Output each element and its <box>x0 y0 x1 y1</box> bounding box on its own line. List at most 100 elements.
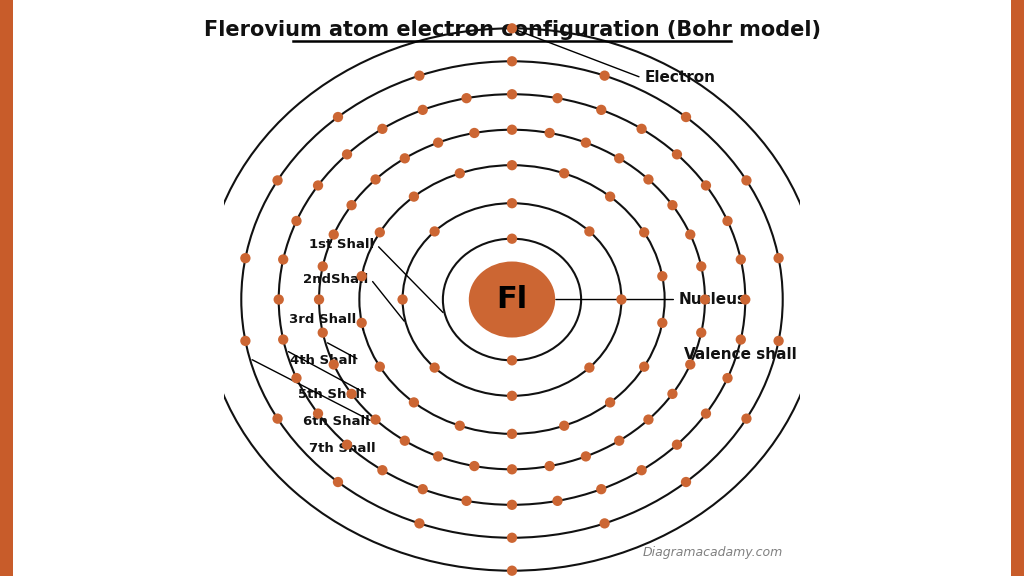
Point <box>640 415 656 424</box>
Point <box>353 318 370 327</box>
Point <box>459 497 475 506</box>
Point <box>326 360 342 369</box>
Point <box>634 124 650 134</box>
Point <box>732 335 749 344</box>
Point <box>426 363 442 372</box>
Point <box>719 373 735 382</box>
Point <box>578 138 594 147</box>
Point <box>238 336 254 346</box>
Point <box>269 176 286 185</box>
Point <box>415 105 431 115</box>
Point <box>504 391 520 400</box>
Point <box>353 272 370 281</box>
Text: 2ndShall: 2ndShall <box>303 273 368 286</box>
Point <box>368 175 384 184</box>
Point <box>269 414 286 423</box>
Point <box>556 421 572 430</box>
Point <box>339 440 355 449</box>
Point <box>343 389 359 399</box>
Point <box>812 295 828 304</box>
Text: Fl: Fl <box>497 285 527 314</box>
Point <box>542 128 558 138</box>
Point <box>596 519 612 528</box>
Point <box>678 478 694 487</box>
Point <box>430 138 446 147</box>
Point <box>466 128 482 138</box>
Point <box>196 295 212 304</box>
Point <box>504 533 520 543</box>
Text: 7th Shall: 7th Shall <box>309 442 376 454</box>
Point <box>556 169 572 178</box>
Point <box>669 440 685 449</box>
Point <box>368 415 384 424</box>
Point <box>412 519 428 528</box>
Point <box>602 192 618 201</box>
Text: Electron: Electron <box>644 70 716 85</box>
Point <box>310 409 327 418</box>
Point <box>314 262 331 271</box>
Text: Valence shall: Valence shall <box>684 347 797 362</box>
Point <box>466 461 482 471</box>
Point <box>596 71 612 80</box>
Point <box>504 125 520 134</box>
Point <box>270 295 287 304</box>
Text: Flerovium atom electron configuration (Bohr model): Flerovium atom electron configuration (B… <box>204 20 820 40</box>
Point <box>452 421 468 430</box>
Point <box>289 373 305 382</box>
Point <box>693 262 710 271</box>
Point <box>738 414 755 423</box>
Text: 5th Shall: 5th Shall <box>298 388 366 401</box>
Point <box>636 228 652 237</box>
Text: 3rd Shall: 3rd Shall <box>289 313 356 326</box>
Point <box>330 112 346 122</box>
Point <box>678 112 694 122</box>
Point <box>737 295 754 304</box>
Point <box>504 90 520 99</box>
Point <box>697 409 714 418</box>
Point <box>374 465 390 475</box>
Point <box>459 93 475 103</box>
Point <box>611 436 628 445</box>
Point <box>374 124 390 134</box>
Point <box>412 71 428 80</box>
Point <box>275 255 292 264</box>
Point <box>330 478 346 487</box>
Point <box>593 105 609 115</box>
Point <box>682 230 698 239</box>
Point <box>275 335 292 344</box>
Point <box>396 436 413 445</box>
Point <box>770 253 786 263</box>
Point <box>310 181 327 190</box>
Point <box>372 228 388 237</box>
Point <box>669 150 685 159</box>
Point <box>738 176 755 185</box>
Point <box>582 363 598 372</box>
Text: 4th Shall: 4th Shall <box>290 354 356 366</box>
Point <box>289 217 305 226</box>
Point <box>339 150 355 159</box>
Point <box>430 452 446 461</box>
Point <box>504 356 520 365</box>
Point <box>504 199 520 208</box>
Point <box>415 484 431 494</box>
Point <box>770 336 786 346</box>
Point <box>696 295 713 304</box>
Point <box>732 255 749 264</box>
Point <box>611 154 628 163</box>
Point <box>426 227 442 236</box>
Point <box>504 429 520 438</box>
Point <box>504 500 520 509</box>
Point <box>504 56 520 66</box>
Point <box>602 398 618 407</box>
Point <box>578 452 594 461</box>
Point <box>654 318 671 327</box>
Text: Nucleus: Nucleus <box>679 292 748 307</box>
Point <box>504 234 520 243</box>
Point <box>394 295 411 304</box>
Point <box>654 272 671 281</box>
Text: Diagramacadamy.com: Diagramacadamy.com <box>642 545 782 559</box>
Point <box>640 175 656 184</box>
Point <box>593 484 609 494</box>
Point <box>326 230 342 239</box>
Point <box>504 24 520 33</box>
